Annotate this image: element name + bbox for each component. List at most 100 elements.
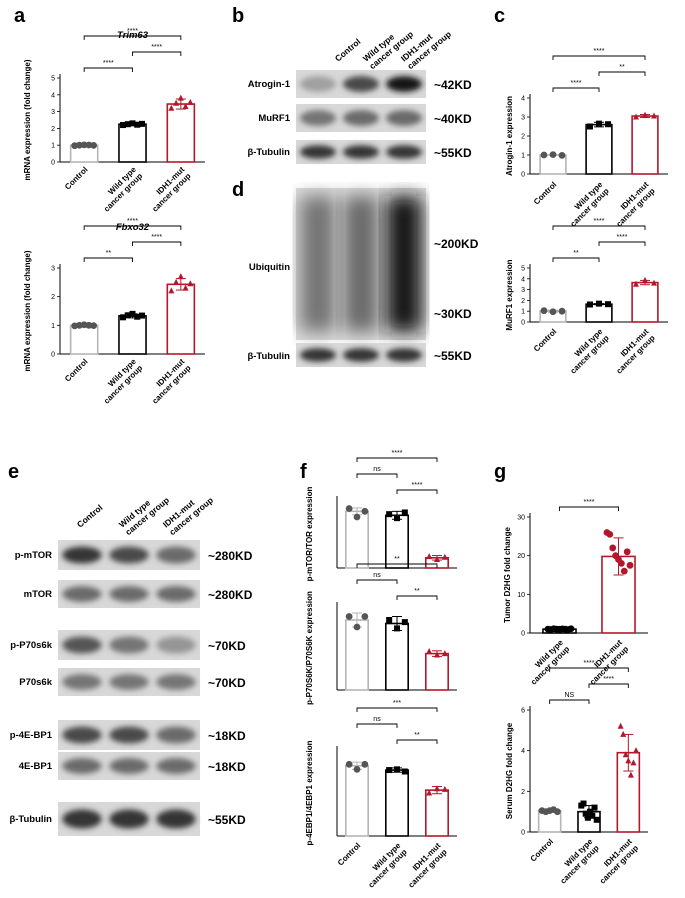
data-point bbox=[394, 515, 400, 522]
blot-e-row-band bbox=[109, 674, 149, 690]
blot-e-row-label: p-P70s6k bbox=[10, 640, 52, 651]
y-tick-label: 0 bbox=[51, 160, 55, 167]
significance-bracket bbox=[132, 241, 182, 246]
data-point bbox=[622, 751, 629, 758]
data-point bbox=[620, 567, 628, 575]
data-point bbox=[361, 613, 369, 620]
significance-label: **** bbox=[571, 80, 582, 87]
data-point bbox=[589, 812, 596, 819]
y-tick-label: 0 bbox=[51, 352, 55, 359]
data-point bbox=[401, 768, 408, 775]
category-label-line: Control bbox=[63, 357, 89, 383]
bar bbox=[69, 324, 99, 355]
blot-e-row-band bbox=[62, 586, 102, 602]
data-point bbox=[168, 104, 175, 111]
significance-label: **** bbox=[412, 482, 423, 489]
bar bbox=[118, 315, 147, 355]
significance-label: **** bbox=[392, 450, 403, 457]
blot-e-row-band bbox=[109, 586, 149, 602]
significance-bracket bbox=[552, 257, 600, 262]
blot-b-row-band bbox=[299, 76, 337, 92]
panel-label-e: e bbox=[8, 461, 19, 483]
data-point bbox=[626, 561, 634, 569]
data-point bbox=[177, 94, 184, 101]
y-tick-label: 0 bbox=[521, 631, 525, 638]
blot-e-row-label: mTOR bbox=[24, 589, 52, 600]
blot-e-row-band bbox=[62, 674, 102, 690]
y-tick-label: 0 bbox=[521, 320, 525, 327]
data-point bbox=[605, 301, 612, 308]
ubiquitin-tubulin-size: ~55KD bbox=[434, 349, 472, 363]
blot-b-row-band bbox=[385, 76, 423, 92]
blot-e-size-label: ~18KD bbox=[208, 729, 246, 743]
significance-bracket bbox=[559, 506, 619, 511]
blot-b-row-band bbox=[342, 145, 380, 159]
lane-label-line: Control bbox=[75, 502, 105, 529]
blot-e-lane-label: Control bbox=[75, 502, 105, 529]
category-label-line: Control bbox=[532, 327, 558, 353]
chart-serum-d2hg: 0 2 4 6 Serum D2HG fold change **** NS **** Cont… bbox=[505, 660, 648, 886]
category-label: Control bbox=[63, 165, 89, 191]
blot-e-size-label: ~280KD bbox=[208, 549, 253, 563]
data-point bbox=[549, 308, 557, 316]
blot-e-row-band bbox=[62, 636, 102, 654]
significance-label: **** bbox=[151, 234, 162, 241]
y-tick-label: 10 bbox=[517, 592, 525, 599]
western-blot-e: Control Wild typecancer groupIDH1-mutcanc… bbox=[9, 495, 253, 836]
data-point bbox=[124, 121, 131, 128]
category-label-line: Control bbox=[336, 841, 362, 867]
y-tick-label: 1 bbox=[521, 309, 525, 316]
blot-e-row-band bbox=[109, 636, 149, 654]
data-point bbox=[134, 313, 141, 320]
significance-label: **** bbox=[603, 676, 614, 683]
blot-e-row-band bbox=[156, 674, 196, 690]
significance-label: **** bbox=[151, 44, 162, 51]
category-label-line: Control bbox=[63, 165, 89, 191]
data-point bbox=[124, 312, 131, 319]
bar bbox=[166, 283, 196, 355]
y-tick-label: 3 bbox=[521, 115, 525, 122]
data-point bbox=[609, 544, 617, 552]
data-point bbox=[441, 650, 448, 657]
data-point bbox=[426, 789, 433, 796]
data-point bbox=[345, 505, 353, 512]
category-label: IDH1-mutcancer group bbox=[144, 357, 193, 406]
y-axis-label: p-mTOR/TOR expression bbox=[305, 486, 314, 581]
data-point bbox=[633, 747, 640, 754]
y-tick-label: 4 bbox=[521, 276, 525, 283]
y-tick-label: 3 bbox=[521, 287, 525, 294]
category-label: IDH1-mutcancer group bbox=[400, 841, 449, 890]
blot-e-row-band bbox=[109, 546, 149, 564]
data-point bbox=[596, 300, 602, 307]
y-axis-label: MuRF1 expression bbox=[505, 259, 514, 330]
data-point bbox=[586, 123, 593, 130]
blot-e-row-band bbox=[62, 726, 102, 744]
data-point bbox=[441, 553, 448, 560]
blot-e-row-label: P70s6k bbox=[19, 677, 52, 688]
data-point bbox=[441, 785, 448, 792]
data-point bbox=[120, 314, 127, 321]
category-label: IDH1-mutcancer group bbox=[608, 327, 657, 376]
blot-b-row-band bbox=[385, 110, 423, 126]
blot-e-row-band bbox=[156, 636, 196, 654]
blot-e-row-band bbox=[156, 726, 196, 744]
blot-b-row-label: β-Tubulin bbox=[247, 147, 290, 158]
panel-label-d: d bbox=[232, 179, 244, 201]
significance-label: **** bbox=[594, 48, 605, 55]
y-tick-label: 4 bbox=[521, 748, 525, 755]
y-tick-label: 2 bbox=[51, 294, 55, 301]
data-point bbox=[345, 760, 353, 768]
y-tick-label: 4 bbox=[521, 96, 525, 103]
category-label: Wild typecancer group bbox=[96, 165, 145, 214]
data-point bbox=[632, 280, 639, 287]
significance-label: **** bbox=[127, 218, 138, 225]
significance-label: ns bbox=[373, 716, 381, 723]
data-point bbox=[426, 553, 433, 560]
significance-label: ** bbox=[106, 250, 112, 257]
chart-p-p70s6k: p-P70S6K/P70S6K expression ** ns ** bbox=[305, 556, 457, 705]
blot-e-size-label: ~18KD bbox=[208, 760, 246, 774]
category-label-line: Control bbox=[529, 837, 555, 863]
blot-e-row-band bbox=[109, 809, 149, 829]
